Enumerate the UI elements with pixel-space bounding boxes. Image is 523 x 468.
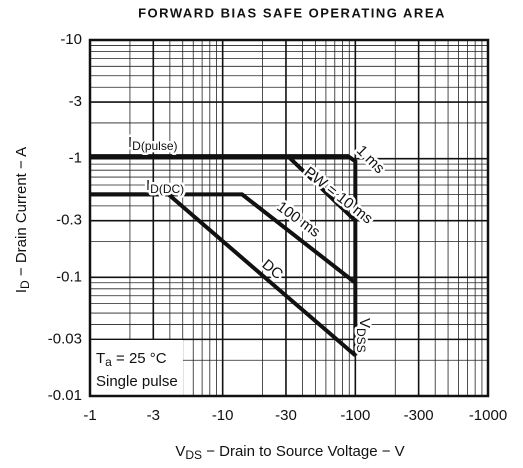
annotation-part: I [146, 177, 150, 194]
x-tick-label: -100 [340, 407, 370, 424]
annotation-part: a [105, 355, 112, 369]
y-tick-label: -3 [69, 93, 82, 110]
axis-label: ID − Drain Current − A [13, 147, 32, 293]
x-tick-label: -10 [212, 407, 234, 424]
annotation-part: DSS [354, 328, 368, 353]
annotation: VDSS [354, 318, 373, 353]
x-tick-label: -1000 [469, 407, 507, 424]
x-tick-label: -30 [275, 407, 297, 424]
x-tick-label: -300 [404, 407, 434, 424]
annotation-part: Single pulse [96, 373, 178, 390]
annotation-part: D(DC) [150, 182, 184, 196]
annotation-part: = 25 °C [112, 350, 167, 367]
axis-label-part: DS [185, 448, 202, 462]
y-tick-label: -1 [69, 150, 82, 167]
annotation: Ta = 25 °C [96, 350, 167, 369]
axis-label-part: V [175, 443, 185, 460]
soa-line [90, 154, 358, 221]
curve-label: 1 ms [353, 142, 388, 177]
y-tick-label: -0.3 [56, 212, 82, 229]
annotation: ID(pulse) [128, 134, 178, 153]
x-tick-label: -3 [147, 407, 160, 424]
annotation-part: D(pulse) [132, 139, 177, 153]
y-tick-label: -0.03 [48, 330, 82, 347]
axis-label-part: − Drain to Source Voltage − V [202, 443, 405, 460]
annotation-part: I [128, 134, 132, 151]
y-tick-label: -10 [60, 31, 82, 48]
annotation: ID(DC) [146, 177, 184, 196]
note-box [91, 340, 183, 395]
chart-title: FORWARD BIAS SAFE OPERATING AREA [138, 5, 446, 20]
annotation-part: T [96, 350, 105, 367]
axis-label-part: − Drain Current − A [13, 147, 30, 280]
axis-label-part: D [18, 280, 32, 289]
y-tick-label: -0.1 [56, 268, 82, 285]
axis-label-part: I [13, 289, 30, 293]
soa-line [286, 154, 358, 283]
soa-line [90, 192, 357, 357]
plot-frame [88, 38, 490, 398]
annotation-part: V [356, 318, 373, 328]
y-tick-label: -0.01 [48, 387, 82, 404]
axis-label: VDS − Drain to Source Voltage − V [175, 443, 404, 462]
x-tick-label: -1 [83, 407, 96, 424]
annotation: Single pulse [96, 373, 178, 390]
